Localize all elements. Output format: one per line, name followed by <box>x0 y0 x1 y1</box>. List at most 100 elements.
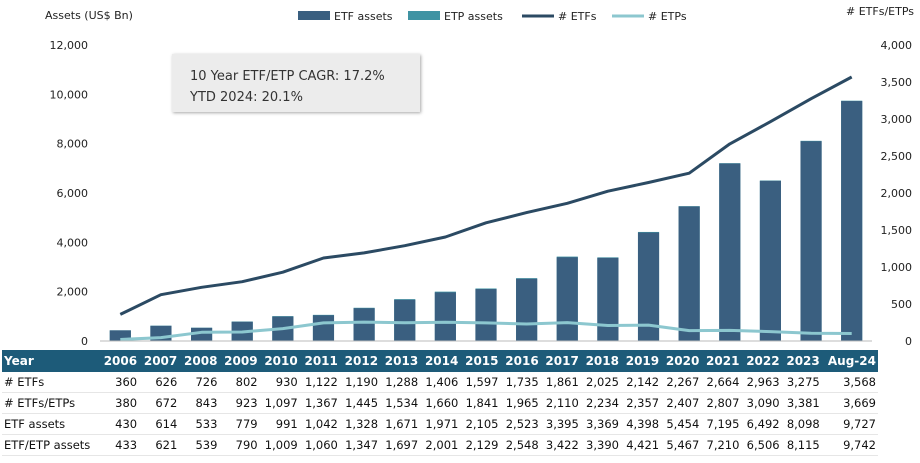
data-table: Year 2006 2007 2008 2009 2010 2011 2012 2013 201… <box>2 350 878 456</box>
table-year-header: 2023 <box>781 350 822 372</box>
table-row-label: ETF/ETP assets <box>2 434 99 456</box>
y2-tick-label: 1,500 <box>881 224 913 237</box>
table-cell: 2,001 <box>420 434 461 456</box>
table-year-header: 2011 <box>299 350 340 372</box>
etps-count-line <box>120 320 852 341</box>
y2-tick-label: 3,000 <box>881 113 913 126</box>
table-cell: 1,735 <box>500 372 541 393</box>
table-cell: 2,963 <box>741 372 782 393</box>
table-row: ETF assets 430 614 533 779 991 1,042 1,328 1,671… <box>2 413 878 435</box>
table-cell: 2,267 <box>661 372 702 393</box>
table-cell: 1,406 <box>420 372 461 393</box>
table-cell: 1,841 <box>460 392 501 414</box>
table-cell: 3,381 <box>781 392 822 414</box>
cagr-line: 10 Year ETF/ETP CAGR: 17.2% <box>190 69 385 84</box>
table-cell: 1,288 <box>380 372 421 393</box>
table-cell: 3,090 <box>741 392 782 414</box>
y2-tick-label: 4,000 <box>881 39 913 52</box>
table-cell: 4,398 <box>620 413 662 435</box>
table-header-row: Year 2006 2007 2008 2009 2010 2011 2012 2013 201… <box>2 350 878 372</box>
etf-assets-bar <box>109 330 131 341</box>
table-cell: 621 <box>139 434 180 456</box>
etf-assets-bar <box>394 299 416 341</box>
table-row-label: ETF assets <box>2 413 99 435</box>
table-cell: 3,369 <box>580 413 621 435</box>
table-row-label: # ETFs/ETPs <box>2 392 99 414</box>
table-cell: 3,390 <box>580 434 621 456</box>
table-cell: 3,422 <box>540 434 581 456</box>
table-row: # ETFs 360 626 726 802 930 1,122 1,190 1,288 1,40… <box>2 372 878 393</box>
y2-axis-ticks: 0 500 1,000 1,500 2,000 2,500 3,000 3,500 4,000 <box>881 39 913 348</box>
table-cell: 802 <box>219 372 260 393</box>
table-cell: 843 <box>179 392 220 414</box>
table-cell: 2,548 <box>500 434 541 456</box>
legend-swatch <box>298 11 330 20</box>
y-tick-label: 6,000 <box>57 187 89 200</box>
table-cell: 1,009 <box>259 434 300 456</box>
etf-assets-bar <box>800 141 822 341</box>
legend-label: ETP assets <box>444 10 503 23</box>
table-cell: 2,523 <box>500 413 541 435</box>
table-cell: 2,357 <box>620 392 662 414</box>
table-year-header: 2019 <box>620 350 662 372</box>
table-year-header: 2014 <box>420 350 461 372</box>
table-cell: 1,861 <box>540 372 581 393</box>
table-cell: 2,234 <box>580 392 621 414</box>
table-year-header: 2018 <box>580 350 621 372</box>
table-cell: 1,060 <box>299 434 340 456</box>
bars <box>109 100 863 342</box>
etf-assets-bar <box>841 101 863 341</box>
y-tick-label: 10,000 <box>50 88 89 101</box>
ytd-line: YTD 2024: 20.1% <box>190 90 303 105</box>
lines <box>119 75 853 341</box>
etf-assets-bar <box>759 180 781 341</box>
table-year-header: 2008 <box>179 350 220 372</box>
table-cell: 2,664 <box>701 372 742 393</box>
y-tick-label: 8,000 <box>57 138 89 151</box>
table-cell: 1,097 <box>259 392 300 414</box>
table-cell: 626 <box>139 372 180 393</box>
table-cell: 1,190 <box>339 372 381 393</box>
table-cell: 360 <box>98 372 140 393</box>
table-year-header: 2006 <box>98 350 140 372</box>
table-header-label: Year <box>2 350 99 372</box>
table-year-header: Aug-24 <box>821 350 878 372</box>
etf-assets-bar <box>434 292 456 341</box>
table-cell: 1,671 <box>380 413 421 435</box>
table-cell: 533 <box>179 413 220 435</box>
table-cell: 1,534 <box>380 392 421 414</box>
table-cell: 1,660 <box>420 392 461 414</box>
legend-label: # ETPs <box>648 10 687 23</box>
chart: Assets (US$ Bn) # ETFs/ETPs ETF assets ET… <box>45 5 914 348</box>
table-year-header: 2016 <box>500 350 541 372</box>
table-cell: 923 <box>219 392 260 414</box>
table-cell: 7,210 <box>701 434 742 456</box>
table-year-header: 2020 <box>661 350 702 372</box>
table-year-header: 2012 <box>339 350 381 372</box>
y2-tick-label: 500 <box>891 298 912 311</box>
legend-label: ETF assets <box>334 10 393 23</box>
y-tick-label: 4,000 <box>57 236 89 249</box>
table-row: ETF/ETP assets 433 621 539 790 1,009 1,060 1,34… <box>2 434 878 456</box>
y2-tick-label: 3,500 <box>881 76 913 89</box>
y-axis-ticks: 0 2,000 4,000 6,000 8,000 10,000 12,000 <box>50 39 89 348</box>
table-cell: 433 <box>98 434 140 456</box>
table-cell: 1,347 <box>339 434 381 456</box>
y-tick-label: 2,000 <box>57 286 89 299</box>
table-cell: 2,129 <box>460 434 501 456</box>
y-axis-title: Assets (US$ Bn) <box>45 9 133 22</box>
table-year-header: 2022 <box>741 350 782 372</box>
table-cell: 3,568 <box>821 372 878 393</box>
legend: ETF assets ETP assets # ETFs # ETPs <box>298 10 687 23</box>
etf-assets-bar <box>312 315 335 341</box>
legend-swatch <box>408 11 440 20</box>
table-cell: 1,328 <box>339 413 381 435</box>
table-cell: 1,367 <box>299 392 340 414</box>
y2-tick-label: 0 <box>905 335 912 348</box>
etfs-count-line <box>119 75 853 316</box>
etf-assets-bar <box>719 163 741 341</box>
table-cell: 5,454 <box>661 413 702 435</box>
y2-tick-label: 2,500 <box>881 150 913 163</box>
table-year-header: 2017 <box>540 350 581 372</box>
cagr-annotation: 10 Year ETF/ETP CAGR: 17.2% YTD 2024: 20… <box>172 54 420 112</box>
